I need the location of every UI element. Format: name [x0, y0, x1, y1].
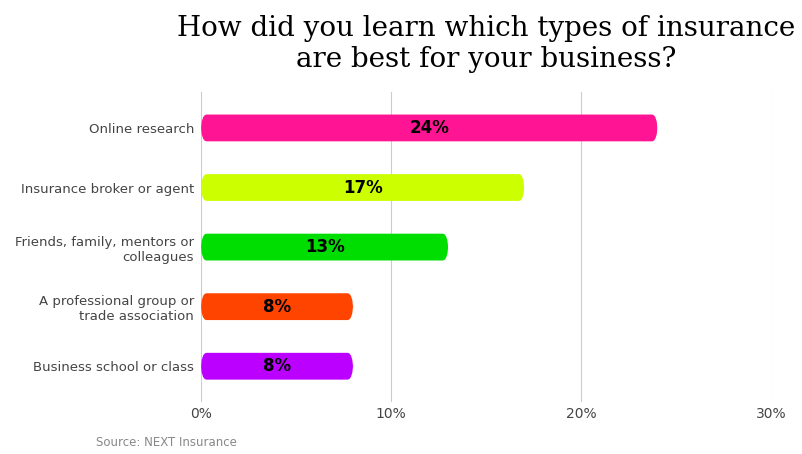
Text: 17%: 17%: [342, 178, 383, 197]
Text: 8%: 8%: [263, 357, 291, 375]
FancyBboxPatch shape: [201, 293, 353, 320]
FancyBboxPatch shape: [201, 353, 353, 380]
Text: 13%: 13%: [305, 238, 345, 256]
FancyBboxPatch shape: [201, 234, 448, 261]
Text: 8%: 8%: [263, 298, 291, 316]
FancyBboxPatch shape: [201, 174, 525, 201]
Text: Source: NEXT Insurance: Source: NEXT Insurance: [96, 436, 237, 449]
FancyBboxPatch shape: [201, 114, 658, 141]
Title: How did you learn which types of insurance
are best for your business?: How did you learn which types of insuran…: [177, 15, 796, 73]
Text: 24%: 24%: [409, 119, 449, 137]
